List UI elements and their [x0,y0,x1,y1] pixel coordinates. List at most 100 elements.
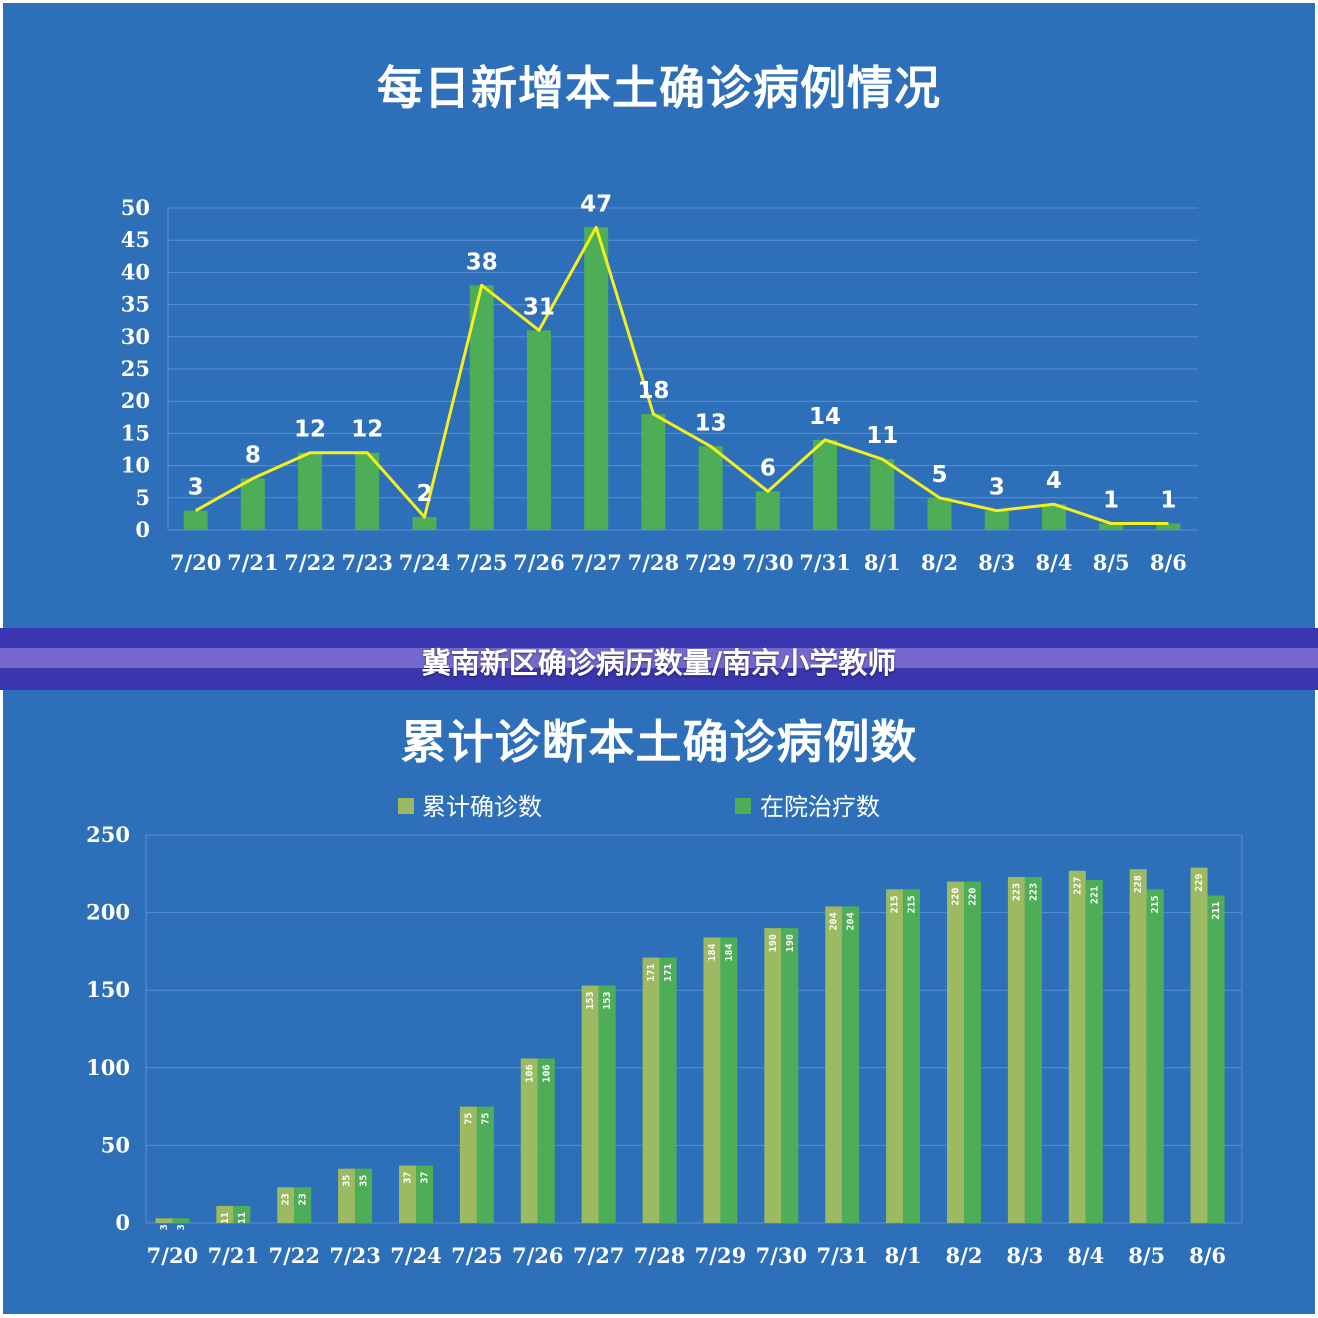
bar [526,330,551,530]
bar [698,446,723,530]
y-tick-label: 40 [121,259,150,284]
x-tick-label: 8/1 [885,1243,922,1268]
bar-value-label: 75 [480,1113,491,1125]
y-tick-label: 5 [135,485,150,510]
bar [703,937,721,1223]
bar-value-label: 227 [1072,877,1083,895]
bar-value-label: 190 [768,934,779,952]
bar [886,889,904,1223]
bar [842,906,860,1223]
legend-swatch [735,798,751,814]
x-tick-label: 7/25 [456,550,508,575]
x-tick-label: 7/29 [695,1243,747,1268]
bar [416,1165,433,1223]
data-label: 8 [245,442,261,468]
bar [355,452,380,530]
data-label: 13 [695,410,727,436]
bar-value-label: 35 [342,1175,353,1187]
bar-value-label: 23 [298,1193,309,1205]
x-tick-label: 7/26 [512,1243,564,1268]
x-tick-label: 7/24 [390,1243,442,1268]
data-label: 3 [989,475,1005,501]
cumulative-chart-title: 累计诊断本土确诊病例数 [400,715,918,769]
bar [298,452,323,530]
x-tick-label: 8/1 [864,550,901,575]
x-tick-label: 7/26 [513,550,565,575]
bar [598,985,616,1223]
bar [412,517,437,530]
x-tick-label: 7/27 [573,1243,625,1268]
bar-value-label: 223 [1011,883,1022,901]
bar [755,491,780,530]
x-tick-label: 7/23 [342,550,394,575]
y-tick-label: 100 [86,1055,130,1080]
x-tick-label: 7/22 [268,1243,320,1268]
bar-value-label: 184 [707,943,718,961]
bar [1129,869,1147,1223]
y-tick-label: 20 [121,388,150,413]
bar-value-label: 171 [663,964,674,982]
bar-value-label: 3 [176,1224,187,1230]
x-tick-label: 7/21 [227,550,279,575]
data-label: 4 [1046,468,1062,494]
x-tick-label: 8/5 [1128,1243,1165,1268]
bar-value-label: 211 [1211,902,1222,920]
bar [642,957,660,1223]
bar [1207,895,1225,1223]
x-tick-label: 7/21 [208,1243,260,1268]
bar-value-label: 75 [463,1113,474,1125]
bar [183,510,208,530]
x-tick-label: 7/31 [799,550,851,575]
bar-value-label: 153 [602,992,613,1010]
bar [399,1165,416,1223]
legend-label: 在院治疗数 [760,793,880,821]
bar [659,957,677,1223]
bar [520,1058,538,1223]
bar-value-label: 204 [829,912,840,930]
x-tick-label: 7/30 [756,1243,808,1268]
bar-value-label: 106 [541,1064,552,1082]
bar-value-label: 220 [951,888,962,906]
data-label: 38 [466,249,498,275]
bar [813,439,838,530]
y-tick-label: 0 [135,517,150,542]
x-tick-label: 7/23 [329,1243,381,1268]
bar [984,510,1009,530]
bar [1085,880,1103,1223]
bar-value-label: 37 [420,1172,431,1184]
data-label: 14 [809,404,841,430]
bar [459,1106,477,1223]
y-tick-label: 50 [101,1132,130,1157]
bar [1190,867,1208,1223]
x-tick-label: 7/24 [399,550,451,575]
banner-stripe [0,648,1318,668]
bar-value-label: 3 [159,1224,170,1230]
bar [584,227,609,530]
data-label: 11 [866,423,898,449]
x-tick-label: 8/2 [921,550,958,575]
bar [216,1205,234,1223]
bar [1068,870,1086,1223]
bar [1041,504,1066,530]
x-tick-label: 8/4 [1035,550,1072,575]
bar [1007,876,1025,1223]
x-tick-label: 8/3 [978,550,1015,575]
bar [240,478,265,530]
bar-value-label: 221 [1089,886,1100,904]
y-tick-label: 35 [121,292,150,317]
x-tick-label: 8/4 [1067,1243,1104,1268]
x-tick-label: 7/25 [451,1243,503,1268]
bar-value-label: 220 [968,888,979,906]
x-tick-label: 7/27 [570,550,622,575]
data-label: 47 [580,191,612,217]
bar-value-label: 11 [220,1212,231,1224]
bar [172,1218,190,1223]
data-label: 5 [931,462,947,488]
bar [1024,876,1042,1223]
bar-value-label: 35 [359,1175,370,1187]
data-label: 6 [760,455,776,481]
legend-swatch [398,798,414,814]
bar [927,497,952,530]
bar-value-label: 23 [281,1193,292,1205]
